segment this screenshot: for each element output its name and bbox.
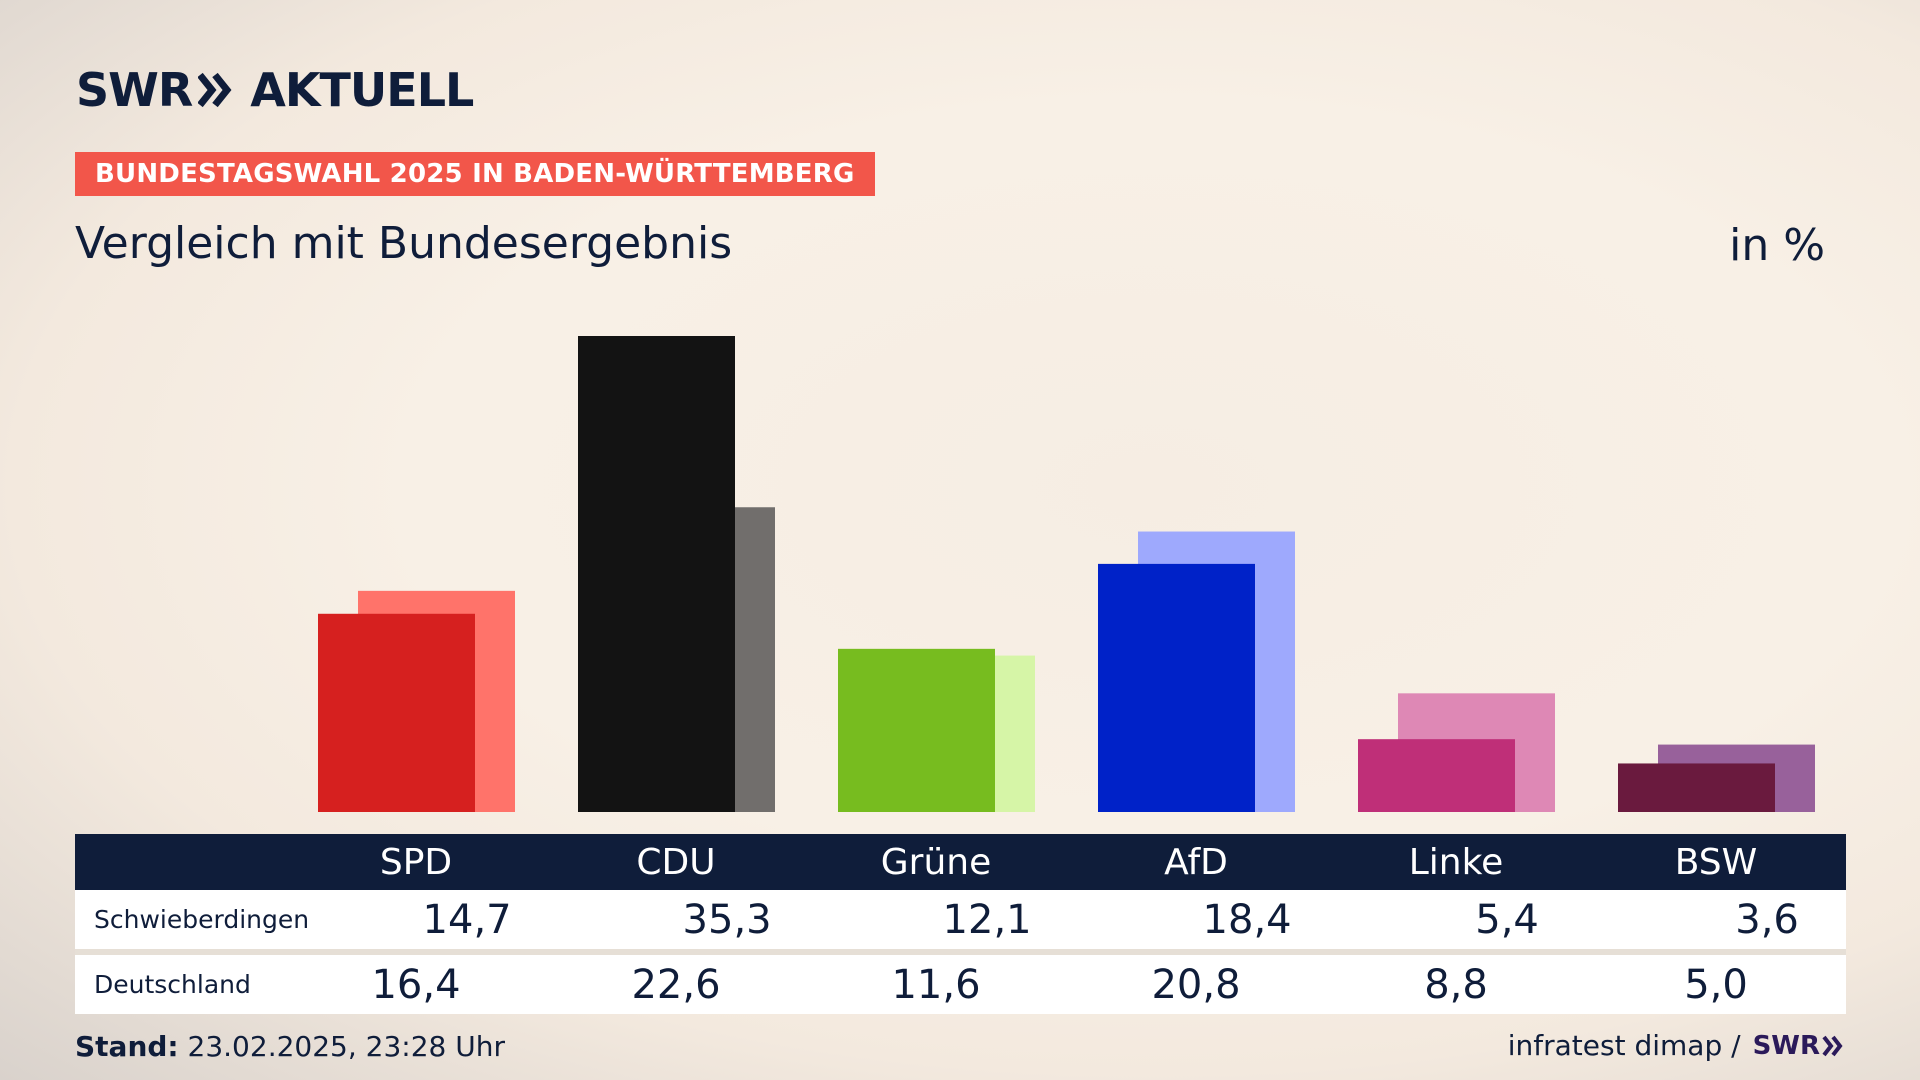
election-badge: BUNDESTAGSWAHL 2025 IN BADEN-WÜRTTEMBERG: [75, 152, 875, 196]
value-deutschland-cdu: 22,6: [631, 961, 721, 1008]
party-header-spd: SPD: [379, 841, 453, 883]
value-deutschland-bsw: 5,0: [1684, 961, 1748, 1008]
source-text: infratest dimap /: [1507, 1029, 1741, 1062]
value-schwieberdingen-cdu: 35,3: [682, 896, 772, 943]
value-schwieberdingen-bsw: 3,6: [1735, 896, 1799, 943]
row-values: 14,7 35,3 12,1 18,4 5,4 3,6: [337, 890, 1897, 949]
swr-footer-logo: SWR: [1752, 1030, 1820, 1061]
value-deutschland-afd: 20,8: [1151, 961, 1241, 1008]
stand-label: Stand:: [75, 1030, 179, 1063]
value-schwieberdingen-spd: 14,7: [422, 896, 512, 943]
bar-schwieberdingen-grüne: [838, 648, 995, 812]
row-label: Schwieberdingen: [94, 905, 310, 934]
value-schwieberdingen-linke: 5,4: [1475, 896, 1539, 943]
results-table: SPD CDU Grüne AfD Linke BSW Schwieberdingen 1…: [75, 834, 1846, 1014]
bar-schwieberdingen-bsw: [1618, 763, 1775, 812]
party-header-linke: Linke: [1408, 841, 1504, 883]
unit-label: in %: [1729, 220, 1825, 271]
chevron-footer-icon: [1822, 1035, 1843, 1056]
table-header-empty: [75, 834, 258, 890]
value-deutschland-spd: 16,4: [371, 961, 461, 1008]
chevron-logo-icon: [198, 72, 232, 108]
bar-schwieberdingen-afd: [1098, 563, 1255, 812]
bar-schwieberdingen-spd: [318, 613, 475, 812]
swr-aktuell-logo: SWR AKTUELL: [76, 63, 474, 117]
party-header-cells: SPD CDU Grüne AfD Linke BSW: [286, 834, 1846, 890]
party-header-cdu: CDU: [636, 841, 716, 883]
table-row: Schwieberdingen 14,7 35,3 12,1 18,4 5,4 3,6: [75, 890, 1846, 955]
party-header-bsw: BSW: [1674, 841, 1758, 883]
timestamp: Stand: 23.02.2025, 23:28 Uhr: [75, 1030, 505, 1063]
row-values: 16,4 22,6 11,6 20,8 8,8 5,0: [286, 955, 1846, 1014]
source-credit: infratest dimap / SWR: [1508, 1029, 1844, 1062]
value-deutschland-grüne: 11,6: [891, 961, 981, 1008]
party-header-grüne: Grüne: [880, 841, 992, 883]
stand-value: 23.02.2025, 23:28 Uhr: [187, 1030, 505, 1063]
bar-schwieberdingen-cdu: [578, 336, 735, 812]
row-label: Deutschland: [94, 970, 251, 999]
value-deutschland-linke: 8,8: [1424, 961, 1488, 1008]
page-title: Vergleich mit Bundesergebnis: [75, 218, 733, 269]
table-header-row: SPD CDU Grüne AfD Linke BSW: [75, 834, 1846, 890]
table-row: Deutschland 16,4 22,6 11,6 20,8 8,8 5,0: [75, 955, 1846, 1014]
bar-schwieberdingen-linke: [1358, 739, 1515, 812]
value-schwieberdingen-grüne: 12,1: [942, 896, 1032, 943]
party-header-afd: AfD: [1164, 841, 1228, 883]
value-schwieberdingen-afd: 18,4: [1202, 896, 1292, 943]
logo-text-swr: SWR: [76, 63, 193, 117]
logo-text-aktuell: AKTUELL: [250, 63, 474, 117]
